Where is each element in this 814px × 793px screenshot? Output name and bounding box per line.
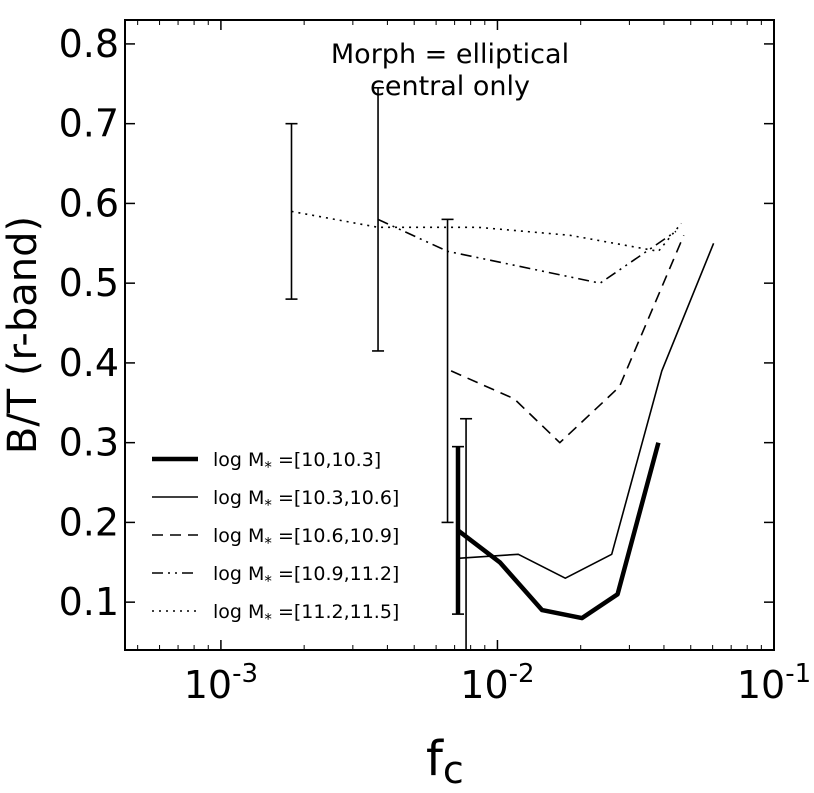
x-axis-label-subscript: c bbox=[443, 748, 464, 792]
y-tick-label: 0.1 bbox=[59, 580, 119, 624]
plot-area bbox=[125, 20, 774, 650]
legend-label-range: =[10.6,10.9] bbox=[272, 525, 399, 547]
y-tick-label: 0.7 bbox=[59, 102, 119, 146]
legend-label-subscript: * bbox=[264, 572, 272, 590]
legend-label-range: =[11.2,11.5] bbox=[272, 601, 399, 623]
x-tick-label: 10-1 bbox=[737, 659, 811, 707]
y-tick-label: 0.2 bbox=[59, 500, 119, 544]
legend: log M* =[10,10.3]log M* =[10.3,10.6]log … bbox=[152, 449, 399, 628]
annotation-morph: Morph = elliptical bbox=[331, 39, 569, 70]
legend-label-range: =[10.3,10.6] bbox=[272, 487, 399, 509]
legend-label-prefix: log M bbox=[213, 449, 264, 471]
x-axis-label-main: f bbox=[426, 731, 444, 787]
x-tick-label-base: 10 bbox=[737, 663, 785, 707]
y-tick-label: 0.8 bbox=[59, 22, 119, 66]
legend-label-range: =[10.9,11.2] bbox=[272, 563, 399, 585]
plot-frame bbox=[124, 19, 775, 651]
x-axis-label: fc bbox=[426, 731, 464, 792]
legend-label-prefix: log M bbox=[213, 601, 264, 623]
series-line-1 bbox=[456, 442, 661, 621]
legend-label-subscript: * bbox=[264, 534, 272, 552]
legend-label-prefix: log M bbox=[213, 487, 264, 509]
legend-label-subscript: * bbox=[264, 496, 272, 514]
y-tick-label: 0.5 bbox=[59, 261, 119, 305]
legend-label-1: log M* =[10,10.3] bbox=[213, 449, 381, 476]
legend-label-5: log M* =[11.2,11.5] bbox=[213, 601, 399, 628]
y-tick-label: 0.6 bbox=[59, 181, 119, 225]
x-tick-label-base: 10 bbox=[184, 663, 232, 707]
legend-label-range: =[10,10.3] bbox=[272, 449, 381, 471]
legend-label-3: log M* =[10.6,10.9] bbox=[213, 525, 399, 552]
y-axis-label: B/T (r-band) bbox=[0, 216, 46, 454]
x-tick-label: 10-3 bbox=[184, 659, 258, 707]
legend-label-prefix: log M bbox=[213, 525, 264, 547]
x-tick-label-exponent: -3 bbox=[232, 659, 258, 689]
legend-label-subscript: * bbox=[264, 458, 272, 476]
x-tick-label-base: 10 bbox=[460, 663, 508, 707]
x-tick-label: 10-2 bbox=[460, 659, 534, 707]
x-tick-label-exponent: -2 bbox=[509, 659, 535, 689]
legend-label-4: log M* =[10.9,11.2] bbox=[213, 563, 399, 590]
legend-label-2: log M* =[10.3,10.6] bbox=[213, 487, 399, 514]
legend-label-prefix: log M bbox=[213, 563, 264, 585]
series-line-2 bbox=[457, 242, 715, 580]
y-tick-label: 0.3 bbox=[59, 421, 119, 465]
series-line-4 bbox=[377, 218, 677, 285]
legend-label-subscript: * bbox=[264, 610, 272, 628]
y-tick-label: 0.4 bbox=[59, 341, 119, 385]
annotation-central: central only bbox=[370, 71, 530, 102]
x-tick-label-exponent: -1 bbox=[785, 659, 811, 689]
series-line-3 bbox=[450, 234, 685, 444]
